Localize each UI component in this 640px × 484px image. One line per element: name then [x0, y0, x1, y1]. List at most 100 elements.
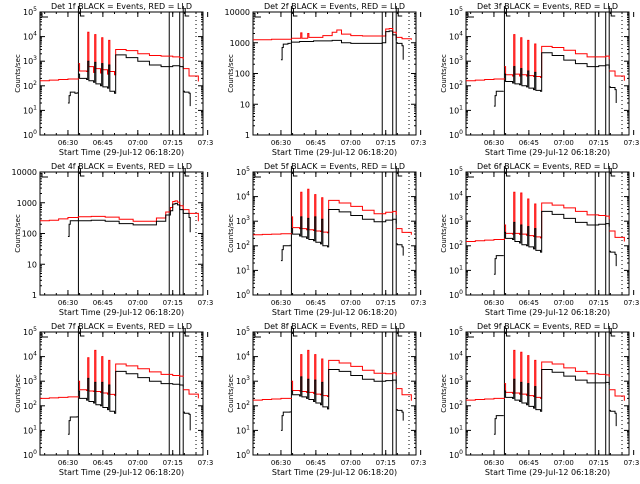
- x-tick-label: 07:00: [128, 139, 148, 147]
- series-line-events: [493, 415, 504, 435]
- x-tick-label: 06:30: [271, 299, 291, 307]
- x-tick-label: 07:15: [163, 299, 183, 307]
- plot-frame: [39, 171, 204, 296]
- series-line-lld: [291, 188, 397, 234]
- plot-title: Det 7f BLACK = Events, RED = LLD: [51, 322, 192, 331]
- series-line-events: [291, 368, 397, 410]
- series-line-lld: [396, 36, 412, 40]
- plot-panel-det7f: 100 101 102 103 104 105 06:30 06:45 07:00 07:15 07…: [0, 320, 253, 480]
- x-tick-label: 06:45: [519, 139, 539, 147]
- plot-frame: [465, 171, 630, 296]
- y-tick-label: 104: [449, 191, 463, 202]
- series-line-events: [504, 368, 610, 412]
- y-tick-label: 104: [449, 31, 463, 42]
- series-line-events: [609, 250, 617, 267]
- plot-frame: [252, 11, 417, 136]
- bracket-flag: [184, 328, 190, 337]
- x-tick-label: 07:15: [589, 459, 609, 467]
- plot-title: Det 9f BLACK = Events, RED = LLD: [477, 322, 618, 331]
- plot-frame: [465, 331, 630, 456]
- series-line-events: [396, 409, 404, 421]
- bracket-flag: [41, 173, 48, 178]
- plot-panel-det3f: 100 101 102 103 104 105 06:30 06:45 07:00 07:15 07…: [426, 0, 640, 160]
- y-tick-label: 103: [449, 55, 463, 66]
- plot-title: Det 5f BLACK = Events, RED = LLD: [264, 162, 405, 171]
- x-tick-label: 06:45: [519, 459, 539, 467]
- x-axis-label: Start Time (29-Jul-12 06:18:20): [59, 148, 184, 157]
- x-tick-label: 06:30: [484, 299, 504, 307]
- series-line-events: [291, 208, 397, 248]
- y-tick-label: 101: [449, 104, 463, 115]
- y-tick-label: 1: [32, 291, 37, 300]
- plot-panel-det4f: 1 10 100 1000 10000 06:30 06:45 07:00 07:15 07:30…: [0, 160, 253, 320]
- series-line-events: [280, 42, 291, 61]
- y-tick-label: 100: [449, 449, 463, 460]
- y-tick-label: 101: [449, 424, 463, 435]
- y-axis-label: Counts/sec: [14, 374, 22, 413]
- y-axis-label: Counts/sec: [440, 54, 448, 93]
- series-line-lld: [78, 349, 184, 396]
- series-line-events: [280, 411, 291, 431]
- bracket-flag: [184, 8, 190, 17]
- x-tick-label: 07:00: [128, 459, 148, 467]
- series-group: [253, 349, 412, 431]
- y-axis-label: Counts/sec: [227, 54, 235, 93]
- series-line-lld: [253, 397, 292, 401]
- series-line-events: [78, 370, 184, 414]
- bracket-flag: [610, 168, 616, 177]
- y-tick-label: 103: [236, 215, 250, 226]
- y-tick-label: 104: [236, 191, 250, 202]
- x-tick-label: 07:30: [198, 459, 213, 467]
- x-tick-label: 06:45: [93, 139, 113, 147]
- series-line-events: [396, 42, 404, 60]
- bracket-flag: [397, 328, 403, 337]
- series-line-events: [67, 91, 78, 104]
- x-tick-label: 07:30: [624, 139, 639, 147]
- bracket-flag: [610, 328, 616, 337]
- bracket-flag: [292, 8, 298, 17]
- y-tick-label: 105: [23, 6, 37, 17]
- series-group: [466, 34, 625, 107]
- x-tick-label: 06:45: [519, 299, 539, 307]
- series-line-events: [493, 255, 504, 275]
- y-tick-label: 100: [23, 129, 37, 140]
- y-tick-label: 101: [236, 424, 250, 435]
- series-line-lld: [609, 230, 625, 242]
- y-tick-label: 103: [23, 55, 37, 66]
- y-tick-label: 102: [236, 240, 250, 251]
- y-tick-label: 10: [27, 260, 37, 269]
- plot-frame: [252, 331, 417, 456]
- series-line-events: [609, 409, 617, 427]
- x-axis-label: Start Time (29-Jul-12 06:18:20): [485, 148, 610, 157]
- bracket-flag: [79, 328, 85, 337]
- bracket-flag: [505, 8, 511, 17]
- series-line-events: [609, 86, 617, 103]
- x-tick-label: 06:45: [306, 459, 326, 467]
- chart-det7f: 100 101 102 103 104 105 06:30 06:45 07:00 07:15 07…: [14, 322, 253, 477]
- x-tick-label: 06:30: [271, 459, 291, 467]
- bracket-flag: [292, 168, 298, 177]
- x-tick-label: 07:15: [376, 299, 396, 307]
- y-tick-label: 100: [449, 129, 463, 140]
- x-tick-label: 07:15: [163, 139, 183, 147]
- x-axis-label: Start Time (29-Jul-12 06:18:20): [272, 468, 397, 477]
- series-group: [466, 349, 625, 435]
- y-tick-label: 102: [449, 240, 463, 251]
- series-line-events: [396, 243, 404, 256]
- series-line-events: [183, 90, 191, 107]
- plot-panel-det5f: 100 101 102 103 104 105 06:30 06:45 07:00 07:15 07…: [213, 160, 466, 320]
- chart-det2f: 1 10 100 1000 10000 06:30 06:45 07:00 07:15 07:30…: [225, 2, 466, 157]
- bracket-flag: [505, 328, 511, 337]
- series-line-events: [78, 54, 184, 94]
- y-tick-label: 100: [236, 289, 250, 300]
- bracket-flag: [610, 8, 616, 17]
- series-line-lld: [504, 191, 610, 239]
- x-tick-label: 07:30: [624, 299, 639, 307]
- x-tick-label: 07:15: [163, 459, 183, 467]
- plot-frame: [39, 11, 204, 136]
- x-tick-label: 07:00: [128, 299, 148, 307]
- series-line-lld: [504, 34, 610, 78]
- bracket-flag: [467, 13, 474, 18]
- x-tick-label: 06:30: [58, 299, 78, 307]
